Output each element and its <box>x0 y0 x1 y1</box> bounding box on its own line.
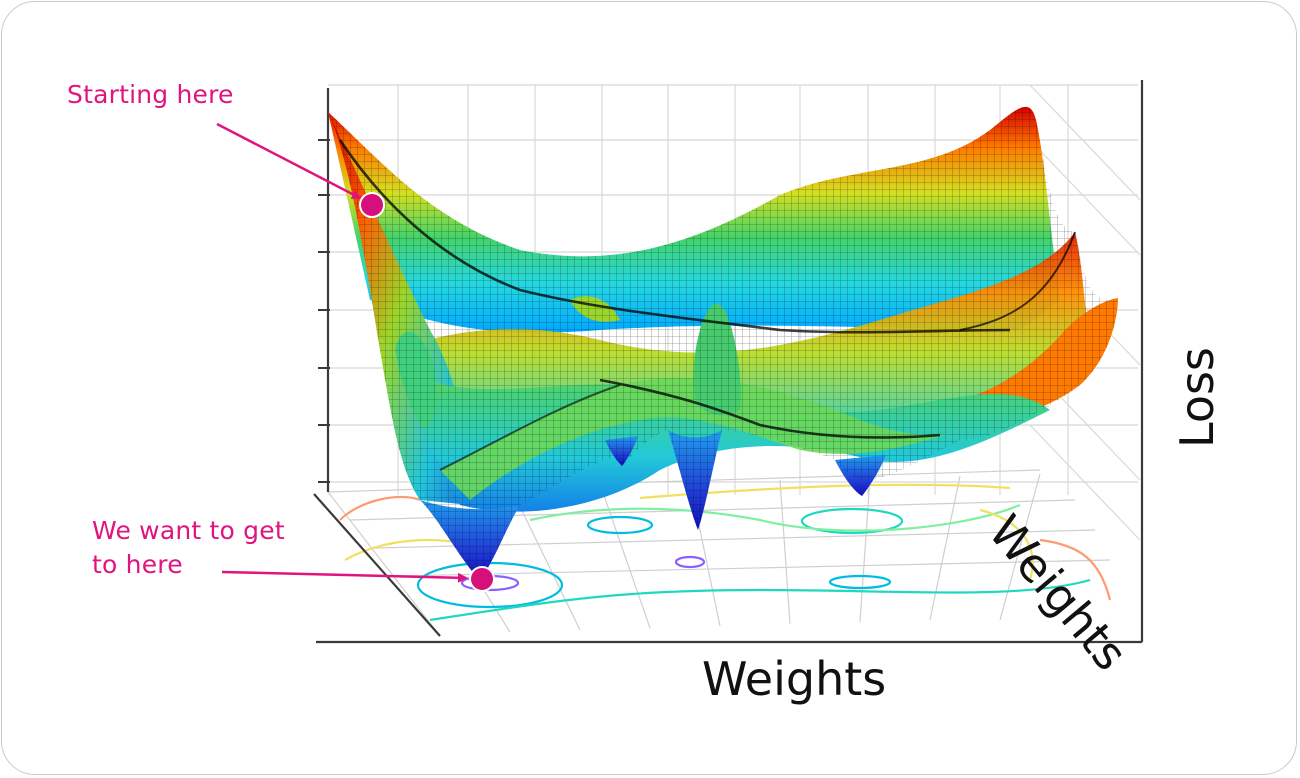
left-ticks <box>318 139 330 483</box>
loss-surface <box>328 106 1118 581</box>
z-axis-label: Loss <box>1170 347 1224 448</box>
x-axis-label: Weights <box>702 652 887 706</box>
goal-annotation-line2: to here <box>92 550 183 579</box>
start-arrow <box>216 122 362 200</box>
start-point-marker <box>359 192 385 218</box>
start-annotation: Starting here <box>67 80 234 109</box>
goal-annotation: We want to get to here <box>92 514 285 582</box>
goal-annotation-line1: We want to get <box>92 516 285 545</box>
goal-arrow <box>221 570 468 583</box>
goal-point-marker <box>469 566 495 592</box>
annotation-arrows <box>216 122 468 583</box>
